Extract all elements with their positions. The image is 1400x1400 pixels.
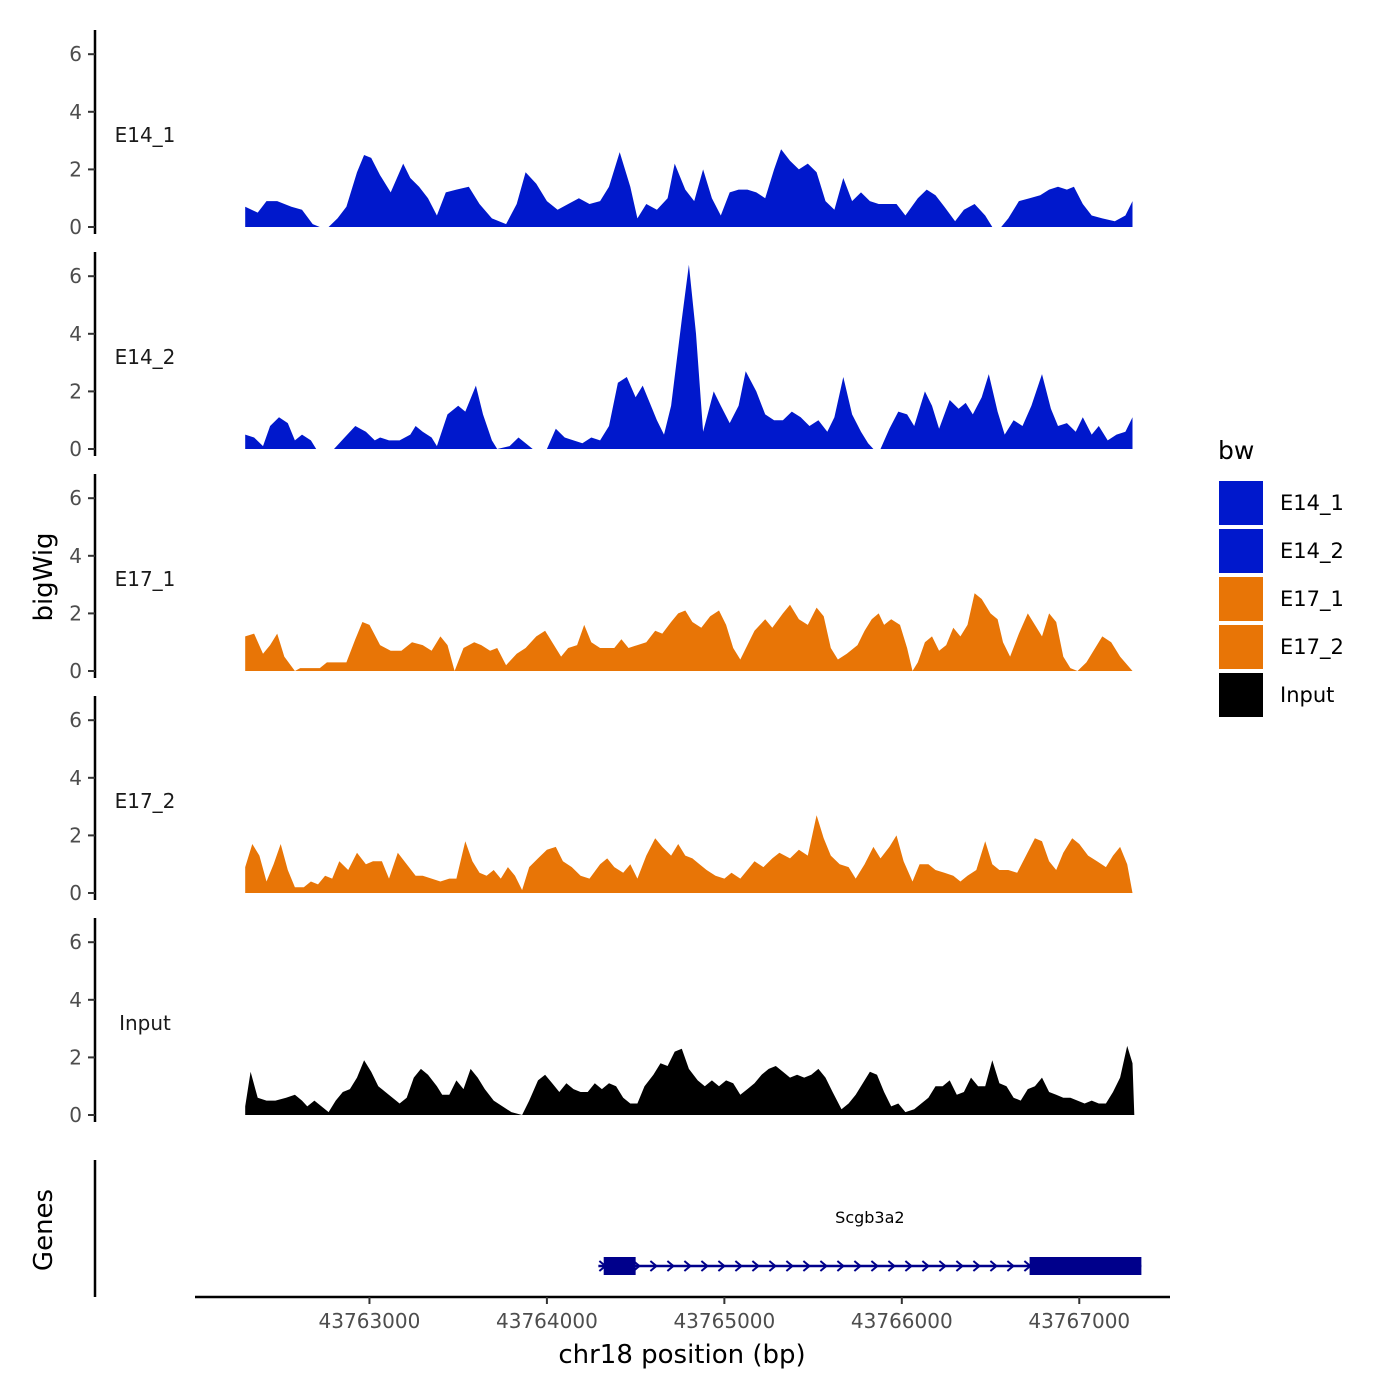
legend-item-E17_2: E17_2 xyxy=(1219,625,1344,669)
area-E14_1 xyxy=(245,149,1133,227)
y-tick-label: 2 xyxy=(69,157,82,181)
strand-arrow xyxy=(870,1260,879,1272)
y-tick-label: 4 xyxy=(69,766,82,790)
exon xyxy=(603,1257,636,1275)
strand-arrow xyxy=(768,1260,777,1272)
track-label: E17_2 xyxy=(115,789,176,813)
area-E17_2 xyxy=(245,815,1133,893)
x-tick-label: 43763000 xyxy=(319,1309,421,1333)
tracks-layer: 0 2 4 6 E14_1 0 2 4 6 E14_2 0 2 4 6 E17_1 0 2 4 6 E17_2 0 2 4 6… xyxy=(69,30,1135,1127)
y-axis-title: bigWig xyxy=(29,532,59,621)
legend-label: E14_2 xyxy=(1280,539,1344,564)
strand-arrow xyxy=(683,1260,692,1272)
strand-arrow xyxy=(836,1260,845,1272)
area-E14_2 xyxy=(245,264,1133,449)
legend-item-E14_1: E14_1 xyxy=(1219,481,1344,525)
strand-arrow xyxy=(887,1260,896,1272)
track-E14_1: 0 2 4 6 E14_1 xyxy=(69,30,1133,239)
legend-title: bw xyxy=(1218,436,1254,465)
legend-item-E14_2: E14_2 xyxy=(1219,529,1344,573)
strand-arrow xyxy=(938,1260,947,1272)
y-tick-label: 6 xyxy=(69,486,82,510)
x-axis: 43763000 43764000 43765000 43766000 43767000 xyxy=(195,1295,1170,1333)
track-label: E14_2 xyxy=(115,345,176,369)
strand-arrow xyxy=(921,1260,930,1272)
strand-arrow xyxy=(700,1260,709,1272)
y-tick-label: 2 xyxy=(69,823,82,847)
track-Input: 0 2 4 6 Input xyxy=(69,918,1135,1127)
strand-arrow xyxy=(717,1260,726,1272)
x-tick-label: 43764000 xyxy=(496,1309,598,1333)
track-label: E17_1 xyxy=(115,567,176,591)
strand-arrow xyxy=(972,1260,981,1272)
strand-arrow xyxy=(802,1260,811,1272)
strand-arrow xyxy=(785,1260,794,1272)
strand-arrow xyxy=(1006,1260,1015,1272)
strand-arrow xyxy=(819,1260,828,1272)
legend-item-E17_1: E17_1 xyxy=(1219,577,1344,621)
track-E17_1: 0 2 4 6 E17_1 xyxy=(69,474,1133,683)
genes-layer: Scgb3a2 xyxy=(93,1160,1142,1297)
track-label: E14_1 xyxy=(115,123,176,147)
strand-arrow xyxy=(751,1260,760,1272)
y-tick-label: 4 xyxy=(69,322,82,346)
area-E17_1 xyxy=(245,593,1133,671)
track-E14_2: 0 2 4 6 E14_2 xyxy=(69,252,1133,461)
legend-swatch xyxy=(1219,529,1263,573)
legend-swatch xyxy=(1219,577,1263,621)
legend-swatch xyxy=(1219,625,1263,669)
x-tick-label: 43766000 xyxy=(851,1309,953,1333)
x-tick-label: 43765000 xyxy=(673,1309,775,1333)
legend: E14_1 E14_2 E17_1 E17_2 Input xyxy=(1219,481,1344,717)
genes-axis-title: Genes xyxy=(29,1189,59,1271)
strand-arrow xyxy=(853,1260,862,1272)
legend-label: E17_2 xyxy=(1280,635,1344,660)
y-tick-label: 0 xyxy=(69,659,82,683)
y-tick-label: 0 xyxy=(69,881,82,905)
y-tick-label: 0 xyxy=(69,1103,82,1127)
gene-name-label: Scgb3a2 xyxy=(835,1208,904,1227)
y-tick-label: 4 xyxy=(69,544,82,568)
strand-arrow xyxy=(649,1260,658,1272)
strand-arrow xyxy=(666,1260,675,1272)
strand-arrow xyxy=(955,1260,964,1272)
strand-arrow xyxy=(904,1260,913,1272)
legend-item-Input: Input xyxy=(1219,673,1334,717)
legend-swatch xyxy=(1219,481,1263,525)
track-label: Input xyxy=(119,1011,171,1035)
y-tick-label: 0 xyxy=(69,215,82,239)
x-axis-title: chr18 position (bp) xyxy=(558,1340,805,1370)
gene-Scgb3a2: Scgb3a2 xyxy=(598,1208,1142,1275)
y-tick-label: 4 xyxy=(69,988,82,1012)
y-tick-label: 2 xyxy=(69,1045,82,1069)
y-tick-label: 2 xyxy=(69,601,82,625)
legend-label: E17_1 xyxy=(1280,587,1344,612)
y-tick-label: 6 xyxy=(69,264,82,288)
y-tick-label: 0 xyxy=(69,437,82,461)
x-tick-label: 43767000 xyxy=(1028,1309,1130,1333)
y-tick-label: 6 xyxy=(69,708,82,732)
area-Input xyxy=(245,1045,1135,1115)
legend-swatch xyxy=(1219,673,1263,717)
strand-arrow xyxy=(734,1260,743,1272)
y-tick-label: 6 xyxy=(69,930,82,954)
legend-label: Input xyxy=(1280,683,1334,707)
y-tick-label: 4 xyxy=(69,100,82,124)
strand-arrow xyxy=(989,1260,998,1272)
y-tick-label: 6 xyxy=(69,42,82,66)
y-tick-label: 2 xyxy=(69,379,82,403)
legend-label: E14_1 xyxy=(1280,491,1344,516)
exon xyxy=(1029,1257,1142,1275)
track-E17_2: 0 2 4 6 E17_2 xyxy=(69,696,1133,905)
